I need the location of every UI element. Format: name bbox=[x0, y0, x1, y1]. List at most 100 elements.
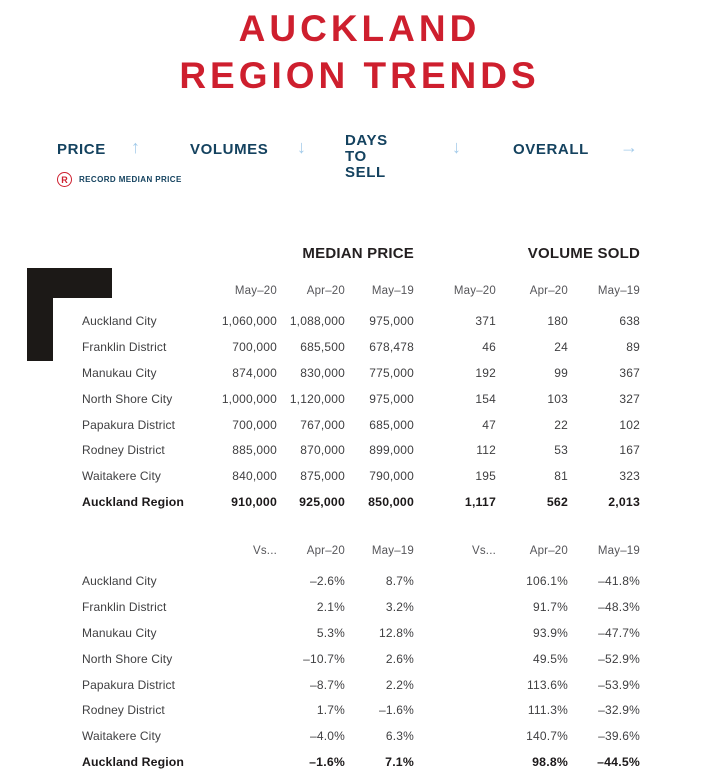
cell-value: 1,117 bbox=[464, 495, 496, 510]
row-label: Waitakere City bbox=[82, 469, 161, 484]
cell-value: 195 bbox=[475, 469, 496, 484]
table-row: Rodney District 1.7% –1.6% 111.3% –32.9% bbox=[82, 697, 640, 723]
cell-value: 2.1% bbox=[316, 599, 345, 614]
cell-value: 700,000 bbox=[232, 339, 277, 354]
cell-value: 98.8% bbox=[532, 755, 568, 770]
cell-value: 1,120,000 bbox=[289, 391, 345, 406]
table-row: Waitakere City –4.0% 6.3% 140.7% –39.6% bbox=[82, 723, 640, 749]
page-title: AUCKLAND REGION TRENDS bbox=[0, 5, 719, 99]
row-label: Rodney District bbox=[82, 703, 165, 718]
row-label: Papakura District bbox=[82, 677, 176, 692]
page-title-line2: REGION TRENDS bbox=[179, 55, 540, 96]
cell-value: 103 bbox=[547, 391, 568, 406]
nav-item-overall[interactable]: OVERALL bbox=[513, 141, 589, 158]
cell-value: 46 bbox=[482, 339, 496, 354]
cell-value: 790,000 bbox=[369, 469, 414, 484]
cell-value: –10.7% bbox=[303, 651, 345, 666]
cell-value: –8.7% bbox=[309, 677, 345, 692]
nav-item-volumes[interactable]: VOLUMES bbox=[190, 141, 269, 158]
cell-value: 767,000 bbox=[300, 417, 345, 432]
row-label: Auckland Region bbox=[82, 755, 184, 770]
column-header: May–19 bbox=[371, 545, 414, 557]
cell-value: 678,478 bbox=[369, 339, 414, 354]
cell-value: 154 bbox=[475, 391, 496, 406]
nav-item-price[interactable]: PRICE bbox=[57, 141, 106, 158]
column-header: Apr–20 bbox=[306, 545, 345, 557]
cell-value: –44.5% bbox=[597, 755, 640, 770]
cell-value: 2.6% bbox=[385, 651, 414, 666]
column-header: Apr–20 bbox=[306, 285, 345, 297]
row-label: Franklin District bbox=[82, 339, 167, 354]
cell-value: 562 bbox=[546, 495, 568, 510]
cell-value: 638 bbox=[619, 313, 640, 328]
column-header: May–19 bbox=[597, 545, 640, 557]
percent-change-table-header-row: Vs... Apr–20 May–19 Vs... Apr–20 May–19 bbox=[82, 538, 640, 564]
cell-value: 1,060,000 bbox=[221, 313, 277, 328]
cell-value: 2.2% bbox=[385, 677, 414, 692]
row-label: Auckland City bbox=[82, 313, 157, 328]
cell-value: 192 bbox=[475, 365, 496, 380]
cell-value: 93.9% bbox=[532, 625, 568, 640]
cell-value: 180 bbox=[547, 313, 568, 328]
cell-value: 112 bbox=[476, 443, 496, 458]
table-row: Franklin District 700,000 685,500 678,478 46… bbox=[82, 334, 640, 360]
cell-value: 925,000 bbox=[299, 495, 345, 510]
table-row: Auckland City –2.6% 8.7% 106.1% –41.8% bbox=[82, 568, 640, 594]
column-header: Apr–20 bbox=[529, 545, 568, 557]
table-row: Papakura District 700,000 767,000 685,000 47… bbox=[82, 412, 640, 438]
cell-value: –48.3% bbox=[598, 599, 640, 614]
record-price-icon: R bbox=[57, 172, 72, 187]
row-label: Manukau City bbox=[82, 625, 157, 640]
cell-value: 89 bbox=[626, 339, 640, 354]
section-headers: MEDIAN PRICE VOLUME SOLD bbox=[82, 245, 640, 262]
cell-value: 91.7% bbox=[532, 599, 568, 614]
cell-value: 2,013 bbox=[608, 495, 640, 510]
cell-value: 830,000 bbox=[300, 365, 345, 380]
row-label: North Shore City bbox=[82, 391, 173, 406]
table-row: Auckland Region –1.6% 7.1% 98.8% –44.5% bbox=[82, 749, 640, 775]
column-header: May–20 bbox=[234, 285, 277, 297]
record-median-price-legend: R RECORD MEDIAN PRICE bbox=[57, 172, 182, 187]
row-label: Auckland Region bbox=[82, 495, 184, 510]
table-row: Auckland City 1,060,000 1,088,000 975,000 37… bbox=[82, 308, 640, 334]
cell-value: 840,000 bbox=[232, 469, 277, 484]
cell-value: 140.7% bbox=[526, 729, 568, 744]
cell-value: 874,000 bbox=[232, 365, 277, 380]
cell-value: 850,000 bbox=[368, 495, 414, 510]
cell-value: –52.9% bbox=[598, 651, 640, 666]
cell-value: 910,000 bbox=[231, 495, 277, 510]
nav-item-days-to-sell[interactable]: DAYS TO SELL bbox=[345, 132, 388, 181]
row-label: Rodney District bbox=[82, 443, 165, 458]
cell-value: 875,000 bbox=[300, 469, 345, 484]
cell-value: –4.0% bbox=[309, 729, 345, 744]
cell-value: 371 bbox=[475, 313, 496, 328]
values-table-header-row: May–20 Apr–20 May–19 May–20 Apr–20 May–19 bbox=[82, 278, 640, 304]
table-row: Waitakere City 840,000 875,000 790,000 195 81… bbox=[82, 463, 640, 489]
cell-value: –47.7% bbox=[598, 625, 640, 640]
table-row: Papakura District –8.7% 2.2% 113.6% –53.9% bbox=[82, 672, 640, 698]
cell-value: 5.3% bbox=[316, 625, 345, 640]
column-header: Apr–20 bbox=[529, 285, 568, 297]
median-price-section-title: MEDIAN PRICE bbox=[302, 245, 414, 262]
cell-value: 6.3% bbox=[385, 729, 414, 744]
values-table: May–20 Apr–20 May–19 May–20 Apr–20 May–19 Auck… bbox=[82, 278, 640, 515]
percent-change-table: Vs... Apr–20 May–19 Vs... Apr–20 May–19 Auckla… bbox=[82, 538, 640, 775]
right-arrow-icon: → bbox=[620, 137, 638, 157]
cell-value: 8.7% bbox=[385, 573, 414, 588]
row-label: Franklin District bbox=[82, 599, 167, 614]
cell-value: 99 bbox=[554, 365, 568, 380]
cell-value: –1.6% bbox=[378, 703, 414, 718]
row-label: Manukau City bbox=[82, 365, 157, 380]
cell-value: 775,000 bbox=[369, 365, 414, 380]
cell-value: –1.6% bbox=[309, 755, 345, 770]
cell-value: 327 bbox=[619, 391, 640, 406]
corner-graphic-vertical bbox=[27, 268, 53, 361]
record-price-legend-label: RECORD MEDIAN PRICE bbox=[79, 175, 182, 184]
cell-value: 12.8% bbox=[378, 625, 414, 640]
row-label: North Shore City bbox=[82, 651, 173, 666]
column-header: May–19 bbox=[371, 285, 414, 297]
up-arrow-icon: ↑ bbox=[131, 137, 140, 157]
column-header: Vs... bbox=[471, 545, 496, 557]
cell-value: 870,000 bbox=[300, 443, 345, 458]
cell-value: 22 bbox=[554, 417, 568, 432]
